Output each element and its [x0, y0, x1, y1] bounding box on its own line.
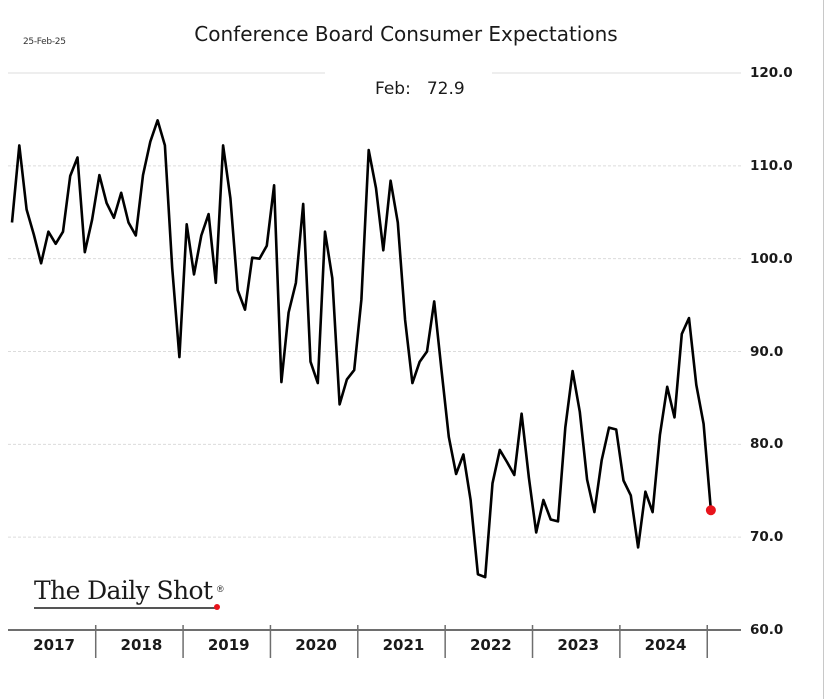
x-tick-label: 2021: [382, 636, 425, 654]
chart-right-border: [823, 0, 824, 699]
logo-registered-mark: ®: [217, 584, 224, 594]
logo-red-dot: [214, 604, 220, 610]
gridlines: [8, 72, 741, 538]
daily-shot-logo: The Daily Shot: [34, 576, 213, 605]
date-stamp: 25-Feb-25: [23, 37, 66, 47]
x-tick-label: 2019: [207, 636, 250, 654]
y-tick-label: 110.0: [750, 157, 793, 174]
y-tick-label: 90.0: [750, 343, 784, 360]
logo-underline: [34, 607, 217, 609]
y-tick-label: 120.0: [750, 65, 793, 81]
chart-title: Conference Board Consumer Expectations: [194, 22, 618, 46]
x-tick-label: 2018: [120, 636, 163, 654]
last-value-annotation: Feb: 72.9: [375, 79, 465, 99]
y-tick-label: 60.0: [750, 622, 784, 638]
x-tick-label: 2022: [469, 636, 512, 654]
x-axis: [8, 625, 741, 658]
x-tick-label: 2020: [295, 636, 337, 654]
latest-value-point: [705, 505, 716, 516]
y-tick-label: 80.0: [750, 436, 784, 453]
x-tick-label: 2023: [557, 636, 600, 654]
y-tick-label: 70.0: [750, 529, 784, 546]
annotation-label: Feb:: [375, 79, 411, 99]
data-points: [705, 505, 716, 516]
series-line: [10, 119, 713, 579]
x-tick-label: 2017: [33, 636, 75, 654]
x-tick-label: 2024: [644, 636, 687, 654]
y-tick-label: 100.0: [750, 250, 793, 267]
annotation-value: 72.9: [426, 79, 465, 99]
series-line-group: [10, 119, 713, 579]
